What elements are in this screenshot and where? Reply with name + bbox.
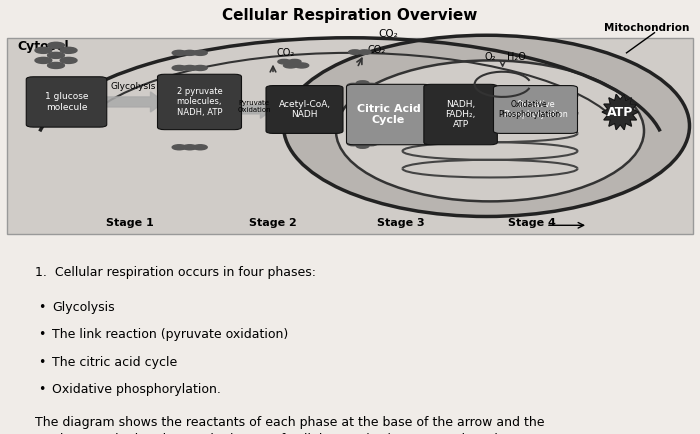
Circle shape — [358, 50, 371, 54]
Text: NADH,
FADH₂,
ATP: NADH, FADH₂, ATP — [445, 100, 476, 129]
Text: Mitochondrion: Mitochondrion — [604, 23, 690, 33]
Circle shape — [35, 57, 52, 63]
Text: Acetyl-CoA,
NADH: Acetyl-CoA, NADH — [279, 100, 330, 119]
Polygon shape — [492, 97, 574, 122]
Circle shape — [356, 144, 369, 148]
Circle shape — [347, 83, 360, 88]
FancyBboxPatch shape — [27, 77, 106, 127]
Circle shape — [278, 59, 290, 64]
Text: Pyruvate
Oxidation: Pyruvate Oxidation — [237, 101, 271, 113]
Polygon shape — [602, 94, 638, 130]
Text: Oxidative phosphorylation.: Oxidative phosphorylation. — [52, 383, 221, 396]
Text: CO₂: CO₂ — [368, 46, 386, 56]
Ellipse shape — [284, 35, 690, 217]
Circle shape — [349, 50, 361, 54]
Text: CO₂: CO₂ — [276, 49, 295, 59]
Circle shape — [35, 47, 52, 53]
Circle shape — [183, 145, 197, 150]
Circle shape — [193, 50, 207, 56]
Text: Cellular Respiration Overview: Cellular Respiration Overview — [223, 7, 477, 23]
Text: 2 pyruvate
molecules,
NADH, ATP: 2 pyruvate molecules, NADH, ATP — [176, 87, 223, 117]
Text: Citric Acid
Cycle: Citric Acid Cycle — [356, 104, 421, 125]
Text: 1.  Cellular respiration occurs in four phases:: 1. Cellular respiration occurs in four p… — [35, 266, 316, 279]
Circle shape — [193, 145, 207, 150]
Circle shape — [370, 85, 383, 89]
Text: Oxidative
Phosphorylation: Oxidative Phosphorylation — [498, 100, 560, 119]
Text: •: • — [38, 301, 46, 314]
Circle shape — [365, 141, 377, 146]
Circle shape — [172, 50, 186, 56]
Polygon shape — [236, 101, 273, 118]
Circle shape — [370, 140, 383, 145]
FancyBboxPatch shape — [266, 85, 343, 133]
Circle shape — [295, 63, 309, 68]
Circle shape — [284, 63, 298, 68]
Text: The diagram shows the reactants of each phase at the base of the arrow and the
p: The diagram shows the reactants of each … — [35, 416, 545, 434]
Text: Stage 2: Stage 2 — [249, 218, 297, 228]
Circle shape — [183, 66, 197, 70]
Text: O₂: O₂ — [484, 52, 496, 62]
Polygon shape — [100, 92, 164, 112]
Text: Stage 4: Stage 4 — [508, 218, 556, 228]
Text: CO₂: CO₂ — [379, 29, 398, 39]
Circle shape — [172, 66, 186, 70]
Circle shape — [60, 57, 77, 63]
Text: Stage 1: Stage 1 — [106, 218, 153, 228]
Text: 1 glucose
molecule: 1 glucose molecule — [45, 92, 88, 112]
Circle shape — [48, 42, 64, 48]
Circle shape — [48, 53, 64, 59]
Circle shape — [60, 47, 77, 53]
Circle shape — [48, 62, 64, 69]
FancyBboxPatch shape — [7, 38, 693, 234]
FancyBboxPatch shape — [346, 84, 430, 145]
Circle shape — [183, 50, 197, 56]
Text: Glycolysis: Glycolysis — [52, 301, 115, 314]
Text: Cytosol: Cytosol — [18, 40, 69, 53]
Text: •: • — [38, 383, 46, 396]
Text: •: • — [38, 355, 46, 368]
Circle shape — [288, 59, 301, 64]
Circle shape — [193, 66, 207, 70]
Circle shape — [172, 145, 186, 150]
FancyBboxPatch shape — [424, 84, 497, 145]
Text: ATP: ATP — [607, 105, 634, 118]
Text: The citric acid cycle: The citric acid cycle — [52, 355, 178, 368]
Text: Oxidative
Phosphorylation: Oxidative Phosphorylation — [503, 100, 568, 119]
FancyBboxPatch shape — [494, 85, 578, 133]
Text: H₂O: H₂O — [508, 52, 526, 62]
Ellipse shape — [336, 60, 644, 201]
Circle shape — [365, 83, 377, 88]
Circle shape — [356, 81, 369, 85]
Text: •: • — [38, 328, 46, 341]
Text: The link reaction (pyruvate oxidation): The link reaction (pyruvate oxidation) — [52, 328, 288, 341]
Text: Glycolysis: Glycolysis — [111, 82, 155, 92]
Text: Stage 3: Stage 3 — [377, 218, 425, 228]
FancyBboxPatch shape — [158, 74, 241, 130]
Circle shape — [347, 141, 360, 146]
